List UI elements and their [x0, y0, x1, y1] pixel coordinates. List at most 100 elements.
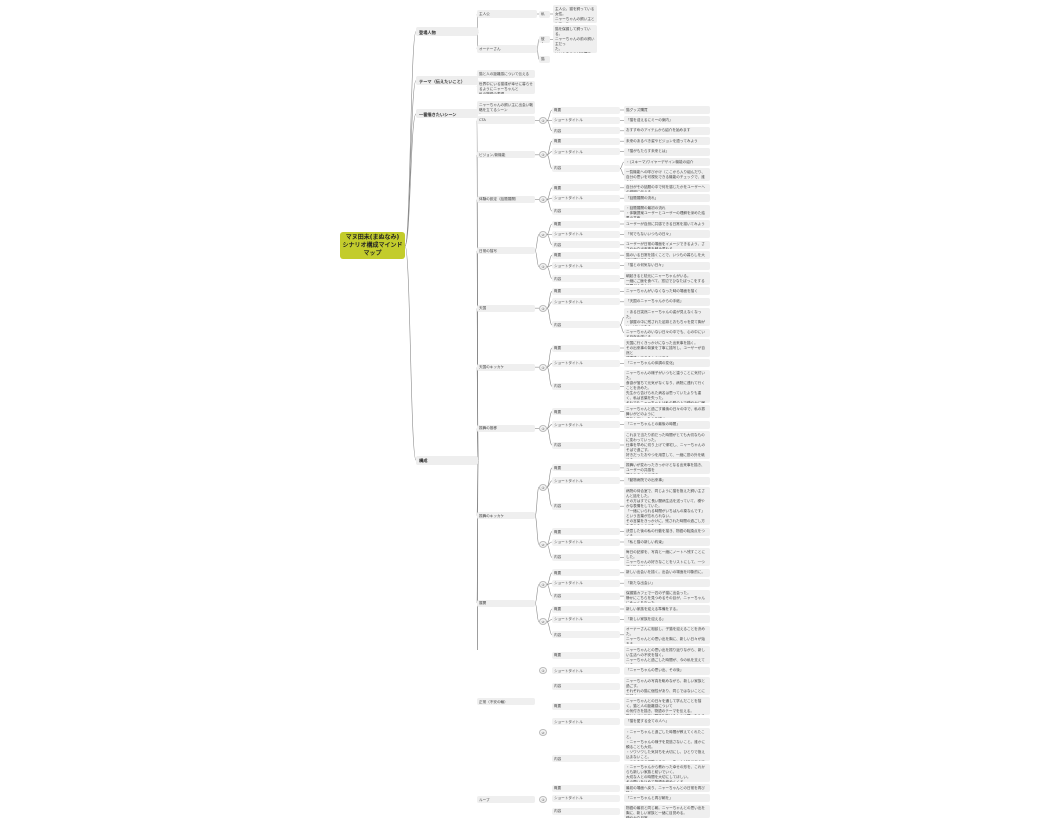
part-number-node[interactable]: ①	[539, 363, 547, 371]
section-node[interactable]: 天国	[477, 304, 535, 312]
row-label-node[interactable]: 概要	[552, 287, 620, 295]
branch-node[interactable]: 一番描きたいシーン	[416, 109, 478, 119]
row-label-node[interactable]: 概要	[552, 137, 620, 145]
section-node[interactable]: 展開	[477, 599, 535, 607]
row-label-node[interactable]: 概要	[552, 528, 620, 536]
row-label-node[interactable]: 内容	[552, 164, 620, 172]
content-node[interactable]: 「ニャーちゃんとの最後の時間」	[624, 420, 710, 429]
part-number-node[interactable]: ②	[539, 618, 547, 626]
subtopic-node[interactable]: 私	[539, 10, 550, 18]
row-label-node[interactable]: 内容	[552, 592, 620, 600]
row-label-node[interactable]: 内容	[552, 553, 620, 561]
part-number-node[interactable]: ①	[539, 116, 547, 124]
content-node[interactable]: ニャーちゃんの写真を眺めながら、新しい家族と過ごす。 それぞれの猫に個性があり、…	[624, 677, 710, 695]
row-label-node[interactable]: 概要	[552, 408, 620, 416]
content-node[interactable]: 「天国のニャーちゃんからの手紙」	[624, 297, 710, 306]
section-node[interactable]: 体験の設定（話題展開）	[477, 195, 535, 203]
content-node[interactable]: 「新しい家族を迎える」	[624, 615, 710, 624]
content-node[interactable]: 病院の待合室で、同じように猫を抱えた飼い主さんと話をした。 その方はすでに長い闘…	[624, 487, 710, 526]
topic-node[interactable]: オーナーさん	[477, 45, 537, 54]
row-label-node[interactable]: ショートタイトル	[552, 298, 620, 306]
content-node[interactable]: 自分がその話題の中で何を感じたかをユーザーへの説明に伝える	[624, 183, 710, 192]
content-node[interactable]: ニャーちゃんのいない日々の中でも、心の中にいる存在を感じる。	[624, 328, 710, 337]
detail-node[interactable]: 主人公。猫を飼っている女性。 ニャーちゃんの飼い主として、ニ ャーちゃんを守る。	[553, 5, 597, 23]
part-number-node[interactable]: ①	[539, 151, 547, 159]
row-label-node[interactable]: ショートタイトル	[552, 148, 620, 156]
part-number-node[interactable]: ①	[539, 483, 547, 491]
row-label-node[interactable]: ショートタイトル	[552, 477, 620, 485]
row-label-node[interactable]: 概要	[552, 651, 620, 659]
row-label-node[interactable]: 内容	[552, 441, 620, 449]
content-node[interactable]: 「動物病院での出来事」	[624, 476, 710, 485]
row-label-node[interactable]: ショートタイトル	[552, 667, 620, 675]
content-node[interactable]: ユーザーが日常の場面をイメージできるよう、ささやかな出来事を積み重ねる。	[624, 240, 710, 249]
section-node[interactable]: ループ	[477, 796, 535, 804]
branch-node[interactable]: 登場人物	[416, 27, 478, 37]
detail-node[interactable]: 猫を保護して飼っている。 ニャーちゃんの前の飼い主だっ た。 いい人なことが目標…	[553, 25, 597, 54]
row-label-node[interactable]: 内容	[552, 631, 620, 639]
row-label-node[interactable]: ショートタイトル	[552, 116, 620, 124]
row-label-node[interactable]: 概要	[552, 251, 620, 259]
row-label-node[interactable]: 内容	[552, 321, 620, 329]
content-node[interactable]: これまで当たり前だった時間がとても大切なものに変わっていった。 仕事を早めに切り…	[624, 431, 710, 459]
row-label-node[interactable]: 内容	[552, 207, 620, 215]
row-label-node[interactable]: ショートタイトル	[552, 230, 620, 238]
part-number-node[interactable]: ②	[539, 230, 547, 238]
content-node[interactable]: 朝起きると枕元にニャーちゃんがいる。 一緒にご飯を食べて、窓辺でひなたぼっこをす…	[624, 272, 710, 285]
content-node[interactable]: ニャーちゃんがいなくなった時の場面を描く	[624, 287, 710, 296]
content-node[interactable]: ・ニャーちゃんと過ごした時間が教えてくれたこと。 ・ニャーちゃんの様子を見逃さな…	[624, 728, 710, 762]
row-label-node[interactable]: 内容	[552, 382, 620, 390]
topic-node[interactable]: ニャーちゃんの飼い主に出会い戦略を立てるシーン ン	[477, 101, 535, 114]
content-node[interactable]: 保護猫カフェで一匹の子猫に出会った。 静かにこちらを見つめるその目が、ニャーちゃ…	[624, 589, 710, 603]
content-node[interactable]: 「話題展開の流れ」	[624, 194, 710, 203]
content-node[interactable]: 「猫がもたらす未来とは」	[624, 147, 710, 156]
content-node[interactable]: 「猫を愛する全ての人へ」	[624, 717, 710, 726]
branch-node[interactable]: 構成	[416, 455, 478, 465]
row-label-node[interactable]: 概要	[552, 220, 620, 228]
content-node[interactable]: 天国に行くきっかけになった出来事を描く。 その出来事の背景を丁寧に描写し、ユーザ…	[624, 339, 710, 357]
topic-node[interactable]: 主人公	[477, 10, 537, 18]
content-node[interactable]: 一覧機能への呼びかけ（ここから入り組んだり、自分の思いを可視化できる機能のチェッ…	[624, 168, 710, 182]
topic-node[interactable]: 世界中にいる猫達が幸せに暮らせるようにニャーちゃんと 私の物語の表現	[477, 80, 535, 94]
content-node[interactable]: ・話題展開の最初の流れ ・体験提案ユーザーとユーザーの理解を深めた結果の共有	[624, 204, 710, 218]
row-label-node[interactable]: ショートタイトル	[552, 579, 620, 587]
row-label-node[interactable]: 概要	[552, 605, 620, 613]
row-label-node[interactable]: 内容	[552, 682, 620, 690]
content-node[interactable]: 「猫との何気ない日々」	[624, 261, 710, 270]
section-node[interactable]: ビジョン/新機能	[477, 151, 535, 159]
row-label-node[interactable]: 概要	[552, 702, 620, 710]
row-label-node[interactable]: 概要	[552, 569, 620, 577]
row-label-node[interactable]: 内容	[552, 127, 620, 135]
content-node[interactable]: 毎日の記録を、写真と一緒にノートへ残すことにした。 ニャーちゃんの好きなことをリ…	[624, 548, 710, 567]
content-node[interactable]: ・ニャーちゃんから教わった幸せの形を、これからも新しい家族と紡いでいく。 大切な…	[624, 763, 710, 782]
content-node[interactable]: ニャーちゃんの様子がいつもと違うことに気付いた。 食欲が落ちて元気がなくなり、病…	[624, 369, 710, 403]
row-label-node[interactable]: 内容	[552, 275, 620, 282]
row-label-node[interactable]: ショートタイトル	[552, 718, 620, 726]
content-node[interactable]: 最初の場面へ戻り、ニャーちゃんとの日常を再び描く。	[624, 784, 710, 792]
row-label-node[interactable]: ショートタイトル	[552, 359, 620, 367]
content-node[interactable]: ・ある日突然ニャーちゃんの姿が見えなくなった。 ・部屋の中に残された足跡とおもち…	[624, 308, 710, 327]
section-node[interactable]: 天国のキッカケ	[477, 363, 535, 371]
content-node[interactable]: 猫グッズ購買	[624, 106, 710, 114]
part-number-node[interactable]: ①	[539, 667, 547, 675]
content-node[interactable]: 「何でもないいつもの日々」	[624, 230, 710, 239]
row-label-node[interactable]: 内容	[552, 755, 620, 763]
subtopic-node[interactable]: 猫	[539, 55, 550, 63]
content-node[interactable]: ニャーちゃんとの思い出を振り返りながら、新しい生活への不安を描く。 ニャーちゃん…	[624, 646, 710, 665]
section-node[interactable]: 正常（不安の輪）	[477, 698, 535, 706]
content-node[interactable]: 新しい出会いを描く。出会いの場面を印象的に。	[624, 568, 710, 577]
row-label-node[interactable]: ショートタイトル	[552, 194, 620, 202]
content-node[interactable]: 未来のあるべき姿やビジョンを語ってみよう	[624, 137, 710, 146]
row-label-node[interactable]: 概要	[552, 106, 620, 114]
section-node[interactable]: 日常の描写	[477, 247, 535, 255]
content-node[interactable]: おすすめのアイテムから紹介を始めます	[624, 126, 710, 135]
content-node[interactable]: ユーザーが自然に共感できる日常を描いてみよう	[624, 220, 710, 228]
row-label-node[interactable]: 内容	[552, 807, 620, 815]
section-node[interactable]: 振舞の推移	[477, 424, 535, 432]
part-number-node[interactable]: ①	[539, 195, 547, 203]
section-node[interactable]: CTA	[477, 116, 535, 124]
content-node[interactable]: 「ニャーちゃんの思い出、その後」	[624, 666, 710, 675]
row-label-node[interactable]: 概要	[552, 784, 620, 792]
row-label-node[interactable]: ショートタイトル	[552, 538, 620, 546]
content-node[interactable]: ニャーちゃんとの日々を通して学んだことを描く。猫と人の距離感について の気付きを…	[624, 697, 710, 716]
